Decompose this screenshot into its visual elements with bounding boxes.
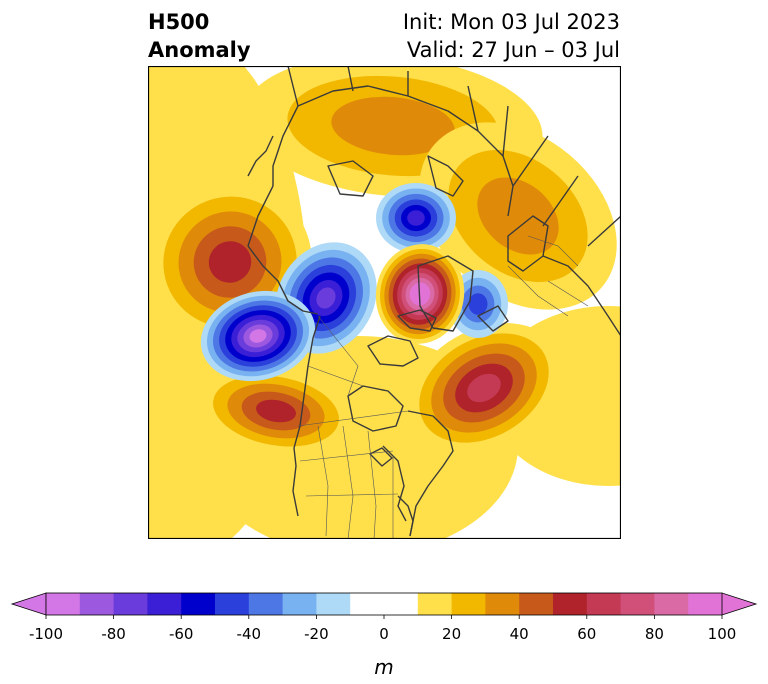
contour-level bbox=[407, 210, 425, 226]
colorbar-segment bbox=[147, 593, 182, 615]
colorbar-tick-label: -40 bbox=[237, 625, 262, 643]
colorbar-segment bbox=[688, 593, 723, 615]
anomaly-fills bbox=[148, 66, 621, 539]
contour-level bbox=[468, 293, 488, 315]
colorbar-segment bbox=[620, 593, 655, 615]
colorbar-segment bbox=[46, 593, 81, 615]
colorbar-segment bbox=[485, 593, 520, 615]
colorbar-segment bbox=[451, 593, 486, 615]
contour-level bbox=[467, 373, 501, 403]
contour-level bbox=[331, 96, 455, 156]
colorbar-segment bbox=[654, 593, 689, 615]
colorbar-over-arrow bbox=[721, 592, 758, 616]
colorbar-tick-label: 40 bbox=[510, 625, 529, 643]
map-frame bbox=[148, 66, 621, 539]
anomaly-center-barents-low bbox=[376, 183, 456, 253]
colorbar-tick-label: -100 bbox=[29, 625, 63, 643]
colorbar-segment bbox=[350, 593, 419, 615]
colorbar-segment bbox=[79, 593, 114, 615]
map-title-right: Init: Mon 03 Jul 2023 Valid: 27 Jun – 03… bbox=[403, 8, 620, 64]
colorbar: -100 -80 -60 -40 -20 0 20 40 60 80 100 bbox=[10, 592, 758, 643]
variable-label: H500 bbox=[148, 10, 210, 34]
colorbar-segment bbox=[282, 593, 317, 615]
colorbar-segment bbox=[316, 593, 351, 615]
colorbar-ticks: -100 -80 -60 -40 -20 0 20 40 60 80 100 bbox=[29, 615, 736, 643]
colorbar-tick-label: 100 bbox=[708, 625, 737, 643]
anomaly-center-subtropical-pacific-high bbox=[198, 367, 354, 455]
contour-level bbox=[477, 177, 559, 255]
colorbar-segment bbox=[181, 593, 216, 615]
colorbar-under-arrow bbox=[10, 592, 47, 616]
map-title-left: H500 Anomaly bbox=[148, 8, 251, 64]
anomaly-map bbox=[148, 66, 621, 539]
contour-level bbox=[256, 399, 296, 423]
colorbar-tick-label: 0 bbox=[379, 625, 389, 643]
colorbar-tick-label: -60 bbox=[169, 625, 194, 643]
colorbar-segment bbox=[113, 593, 148, 615]
contour-level bbox=[249, 329, 267, 343]
colorbar-segment bbox=[586, 593, 621, 615]
colorbar-segment bbox=[553, 593, 588, 615]
colorbar-tick-label: -80 bbox=[101, 625, 126, 643]
valid-period-label: Valid: 27 Jun – 03 Jul bbox=[406, 38, 620, 62]
contour-level bbox=[208, 241, 252, 283]
contour-level bbox=[316, 287, 336, 309]
colorbar-segment bbox=[215, 593, 250, 615]
colorbar-tick-label: 60 bbox=[577, 625, 596, 643]
coastlines bbox=[247, 66, 621, 537]
political-borders bbox=[297, 235, 589, 539]
colorbar-unit-label: m bbox=[374, 655, 394, 679]
colorbar-segment bbox=[248, 593, 283, 615]
init-time-label: Init: Mon 03 Jul 2023 bbox=[402, 10, 620, 34]
field-type-label: Anomaly bbox=[148, 38, 251, 62]
colorbar-segment bbox=[519, 593, 554, 615]
colorbar-tick-label: -20 bbox=[304, 625, 329, 643]
colorbar-segments bbox=[10, 592, 758, 616]
anomaly-center-north-atlantic-high bbox=[407, 323, 561, 453]
colorbar-tick-label: 20 bbox=[442, 625, 461, 643]
anomaly-center-east-asia-high bbox=[419, 122, 617, 310]
colorbar-tick-label: 80 bbox=[645, 625, 664, 643]
colorbar-segment bbox=[417, 593, 452, 615]
anomaly-center-gulf-of-alaska-low bbox=[200, 290, 316, 382]
